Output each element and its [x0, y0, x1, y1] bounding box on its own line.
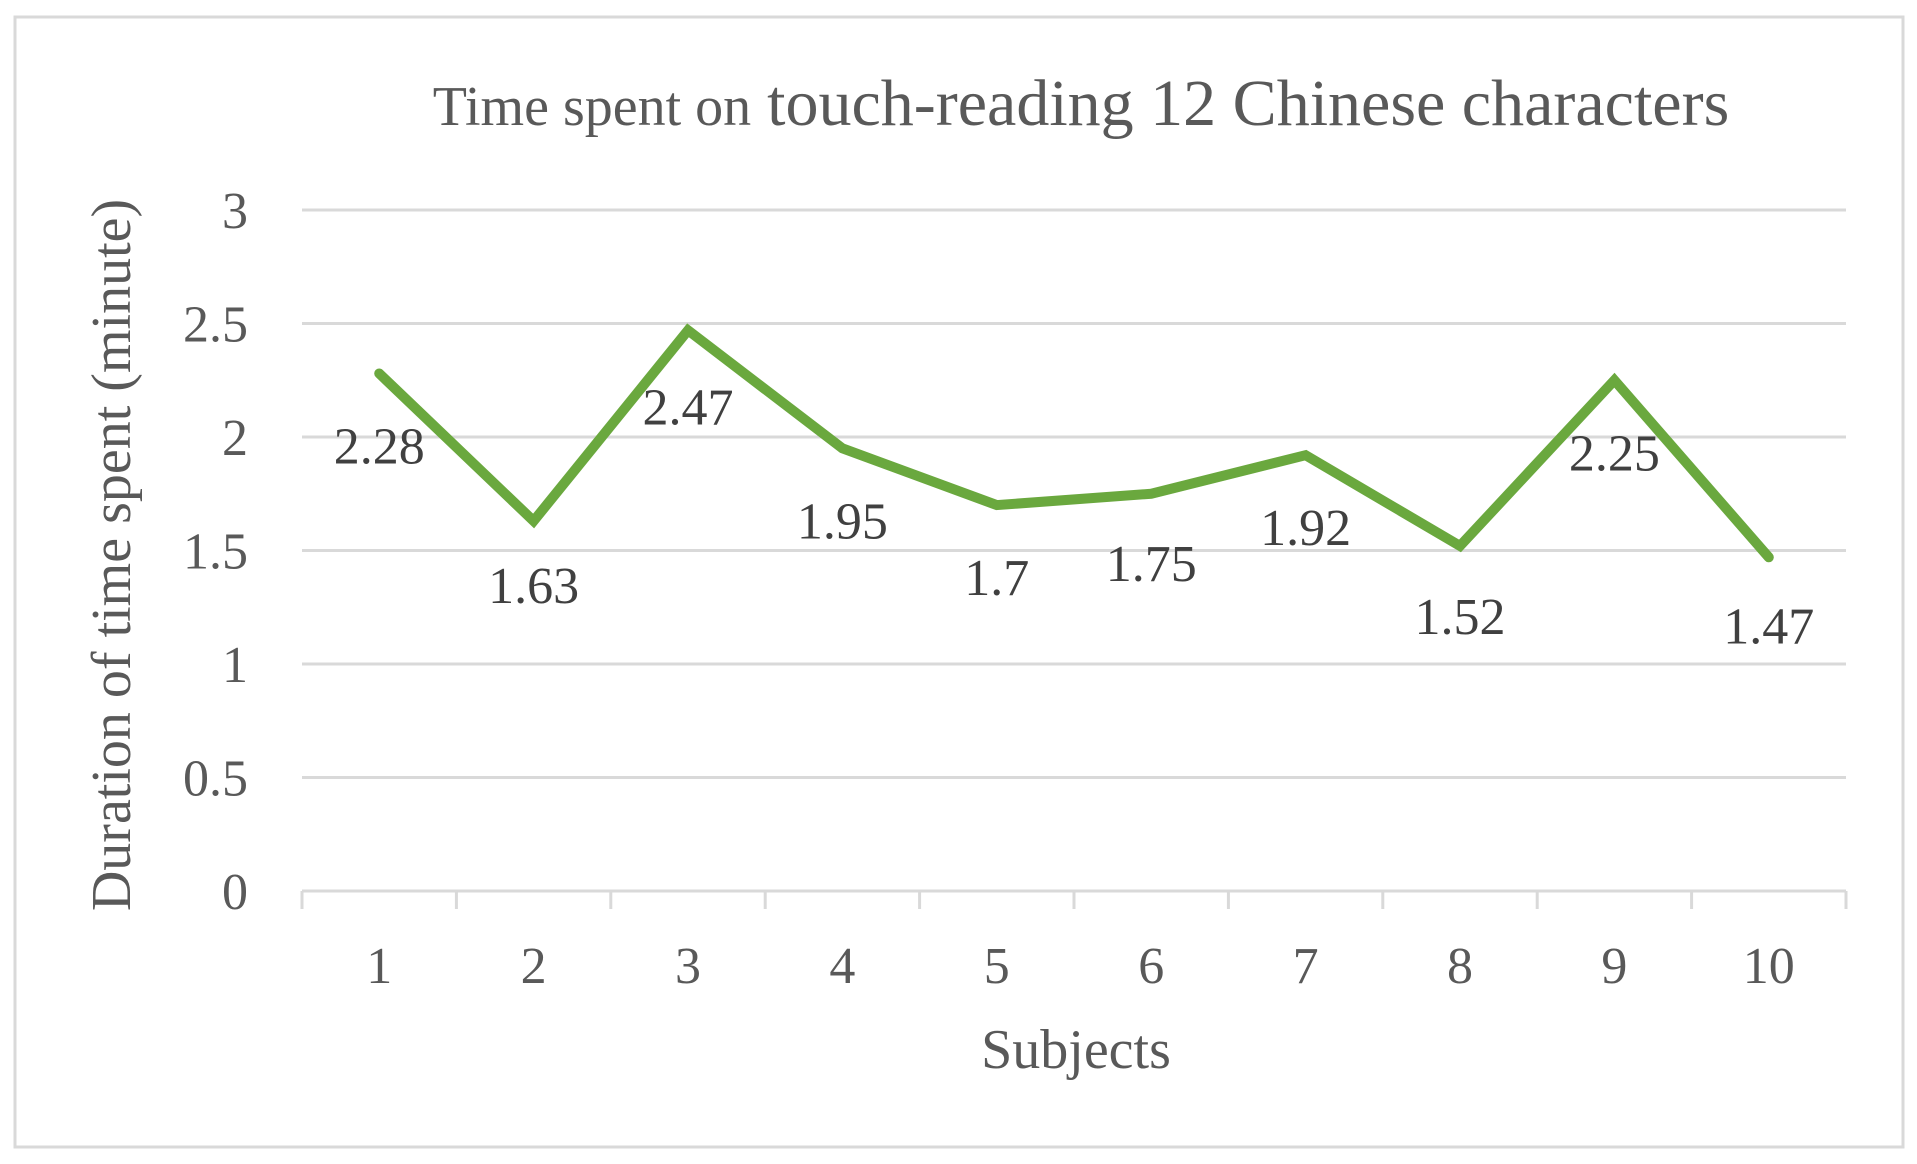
y-tick-label: 1.5: [183, 524, 248, 581]
x-tick-label: 2: [521, 938, 547, 995]
y-tick-label: 1: [222, 637, 248, 694]
x-tick-label: 4: [829, 938, 855, 995]
gridlines: [302, 208, 1846, 779]
x-axis: [300, 889, 1848, 909]
data-labels: 2.28 1.63 2.47 1.95 1.7 1.75 1.92 1.52 2.25 1.47: [334, 379, 1815, 655]
x-axis-ticks: 1 2 3 4 5 6 7 8 9 10: [366, 938, 1795, 995]
x-tick-label: 5: [984, 938, 1010, 995]
data-label: 2.28: [334, 418, 425, 475]
y-axis: 0 0.5 1 1.5 2 2.5 3: [183, 183, 248, 921]
data-label: 1.7: [964, 550, 1029, 607]
x-tick-label: 8: [1447, 938, 1473, 995]
data-label: 1.63: [488, 558, 579, 615]
data-label: 1.47: [1723, 598, 1814, 655]
data-label: 2.47: [643, 379, 734, 436]
chart-title-prefix: Time spent on: [433, 76, 751, 138]
x-tick-label: 10: [1743, 938, 1795, 995]
series-layer: [374, 323, 1774, 563]
x-tick-label: 7: [1293, 938, 1319, 995]
chart-title: Time spent on touch-reading 12 Chinese c…: [433, 67, 1730, 140]
y-axis-title: Duration of time spent (minute): [81, 199, 143, 911]
data-label: 1.75: [1106, 536, 1197, 593]
y-tick-label: 2: [222, 410, 248, 467]
series-line: [374, 323, 1774, 563]
y-tick-label: 2.5: [183, 297, 248, 354]
data-label: 1.92: [1260, 500, 1351, 557]
data-label: 1.52: [1415, 589, 1506, 646]
x-tick-label: 6: [1138, 938, 1164, 995]
y-tick-label: 3: [222, 183, 248, 240]
y-tick-label: 0: [222, 864, 248, 921]
x-axis-title: Subjects: [981, 1019, 1171, 1081]
x-tick-label: 3: [675, 938, 701, 995]
chart-title-main: touch-reading 12 Chinese characters: [767, 67, 1729, 140]
data-label: 2.25: [1569, 425, 1660, 482]
chart-border: [13, 15, 1905, 1149]
x-tick-label: 1: [366, 938, 392, 995]
x-tick-label: 9: [1601, 938, 1627, 995]
y-tick-label: 0.5: [183, 751, 248, 808]
data-label: 1.95: [797, 493, 888, 550]
